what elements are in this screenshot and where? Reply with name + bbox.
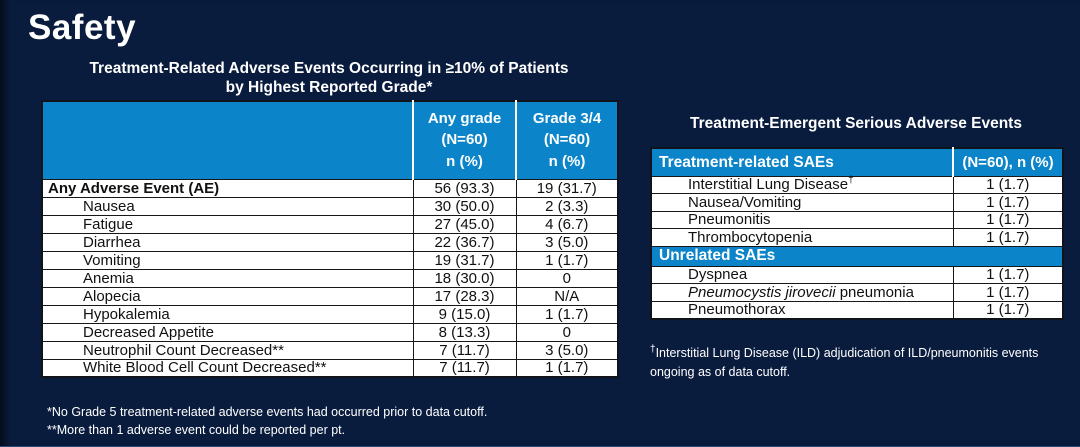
table-row: Alopecia 17 (28.3) N/A (41, 286, 619, 306)
sae-table-body: Treatment-related SAEs (N=60), n (%) Int… (650, 147, 1064, 319)
sae-header-value: (N=60), n (%) (952, 147, 1064, 177)
sae-value: 1 (1.7) (952, 283, 1064, 302)
table-row: Pneumonitis 1 (1.7) (650, 210, 1064, 229)
adverse-events-table: Any grade (N=60) n (%) Grade 3/4 (N=60) … (41, 100, 619, 378)
right-footnote: †Interstitial Lung Disease (ILD) adjudic… (650, 344, 1050, 382)
event-label: Decreased Appetite (41, 322, 414, 342)
sae-section-header: Unrelated SAEs (650, 245, 1064, 267)
table-row: Nausea 30 (50.0) 2 (3.3) (41, 196, 619, 216)
grade-3-4-value: 0 (515, 322, 619, 342)
header-row: Any grade (N=60) n (%) Grade 3/4 (N=60) … (42, 101, 618, 179)
sae-section-row: Unrelated SAEs (650, 245, 1064, 267)
table-row: Interstitial Lung Disease† 1 (1.7) (650, 175, 1064, 194)
left-footnotes: *No Grade 5 treatment-related adverse ev… (47, 403, 487, 439)
any-grade-value: 17 (28.3) (412, 286, 517, 306)
header-cell-grade-3-4: Grade 3/4 (N=60) n (%) (515, 101, 618, 179)
adverse-events-table-title-line1: Treatment-Related Adverse Events Occurri… (89, 60, 569, 77)
event-label: Nausea (41, 196, 414, 216)
event-label: White Blood Cell Count Decreased** (41, 358, 414, 378)
grade-3-4-value: 2 (3.3) (515, 196, 619, 216)
table-row: Neutrophil Count Decreased** 7 (11.7) 3 … (41, 340, 619, 360)
event-label: Diarrhea (41, 232, 414, 252)
sae-label: Interstitial Lung Disease† (650, 175, 954, 194)
sae-label: Thrombocytopenia (650, 228, 954, 247)
any-grade-value: 9 (15.0) (412, 304, 517, 324)
grade-3-4-value: 1 (1.7) (515, 304, 619, 324)
table-row: White Blood Cell Count Decreased** 7 (11… (41, 358, 619, 378)
table-row: Fatigue 27 (45.0) 4 (6.7) (41, 214, 619, 234)
table-row: Thrombocytopenia 1 (1.7) (650, 228, 1064, 247)
grade-3-4-value: 1 (1.7) (515, 358, 619, 378)
dagger-superscript: † (848, 175, 854, 187)
adverse-events-table-header: Any grade (N=60) n (%) Grade 3/4 (N=60) … (42, 101, 618, 179)
adverse-events-table-title-line2: by Highest Reported Grade* (225, 78, 433, 96)
table-row: Hypokalemia 9 (15.0) 1 (1.7) (41, 304, 619, 324)
event-label: Neutrophil Count Decreased** (41, 340, 414, 360)
any-grade-value: 18 (30.0) (412, 268, 517, 288)
any-grade-value: 27 (45.0) (412, 214, 517, 234)
any-grade-value: 7 (11.7) (412, 358, 517, 378)
table-row: Decreased Appetite 8 (13.3) 0 (41, 322, 619, 342)
footnote-multiple-events: **More than 1 adverse event could be rep… (47, 423, 346, 438)
table-row: Pneumocystis jirovecii pneumonia 1 (1.7) (650, 283, 1064, 302)
sae-value: 1 (1.7) (952, 210, 1064, 229)
dagger-superscript: † (650, 343, 656, 355)
sae-header-row: Treatment-related SAEs (N=60), n (%) (650, 147, 1064, 177)
grade-3-4-value: 19 (31.7) (515, 178, 619, 198)
event-label: Alopecia (41, 286, 414, 306)
grade-3-4-value: 3 (5.0) (515, 340, 619, 360)
table-row: Pneumothorax 1 (1.7) (650, 300, 1064, 319)
any-grade-value: 7 (11.7) (412, 340, 517, 360)
footnote-grade5: *No Grade 5 treatment-related adverse ev… (47, 405, 488, 419)
sae-header-label: Treatment-related SAEs (650, 147, 954, 177)
event-label: Hypokalemia (41, 304, 414, 324)
header-cell-blank (42, 101, 413, 179)
grade-3-4-value: N/A (515, 286, 619, 306)
sae-label: Nausea/Vomiting (650, 193, 954, 212)
adverse-events-table-title: Treatment-Related Adverse Events Occurri… (41, 60, 617, 97)
sae-label: Pneumonitis (650, 210, 954, 229)
grade-3-4-value: 4 (6.7) (515, 214, 619, 234)
table-row: Nausea/Vomiting 1 (1.7) (650, 193, 1064, 212)
event-label: Fatigue (41, 214, 414, 234)
grade-3-4-value: 1 (1.7) (515, 250, 619, 270)
sae-value: 1 (1.7) (952, 175, 1064, 194)
any-grade-value: 19 (31.7) (412, 250, 517, 270)
table-row: Any Adverse Event (AE) 56 (93.3) 19 (31.… (41, 178, 619, 198)
grade-3-4-value: 0 (515, 268, 619, 288)
table-row: Vomiting 19 (31.7) 1 (1.7) (41, 250, 619, 270)
right-footnote-text: Interstitial Lung Disease (ILD) adjudica… (650, 346, 1039, 379)
any-grade-value: 30 (50.0) (412, 196, 517, 216)
serious-adverse-events-table: Treatment-related SAEs (N=60), n (%) Int… (650, 147, 1064, 320)
grade-3-4-value: 3 (5.0) (515, 232, 619, 252)
table-row: Anemia 18 (30.0) 0 (41, 268, 619, 288)
sae-label-text: Interstitial Lung Disease (688, 176, 849, 194)
sae-value: 1 (1.7) (952, 193, 1064, 212)
any-grade-value: 56 (93.3) (412, 178, 517, 198)
page-title: Safety (28, 8, 137, 47)
sae-table-title: Treatment-Emergent Serious Adverse Event… (690, 115, 1022, 132)
event-label: Anemia (41, 268, 414, 288)
table-row: Diarrhea 22 (36.7) 3 (5.0) (41, 232, 619, 252)
any-grade-value: 22 (36.7) (412, 232, 517, 252)
sae-value: 1 (1.7) (952, 265, 1064, 284)
event-label: Vomiting (41, 250, 414, 270)
sae-label: Dyspnea (650, 265, 954, 284)
species-name-italic: Pneumocystis jirovecii (688, 283, 836, 301)
sae-label: Pneumothorax (650, 300, 954, 319)
event-label: Any Adverse Event (AE) (41, 178, 414, 198)
any-grade-value: 8 (13.3) (412, 322, 517, 342)
sae-value: 1 (1.7) (952, 300, 1064, 319)
sae-label-text: pneumonia (835, 283, 914, 301)
sae-label: Pneumocystis jirovecii pneumonia (650, 283, 954, 302)
table-row: Dyspnea 1 (1.7) (650, 265, 1064, 284)
adverse-events-table-body: Any Adverse Event (AE) 56 (93.3) 19 (31.… (41, 178, 619, 378)
sae-value: 1 (1.7) (952, 228, 1064, 247)
header-cell-any-grade: Any grade (N=60) n (%) (412, 101, 516, 179)
